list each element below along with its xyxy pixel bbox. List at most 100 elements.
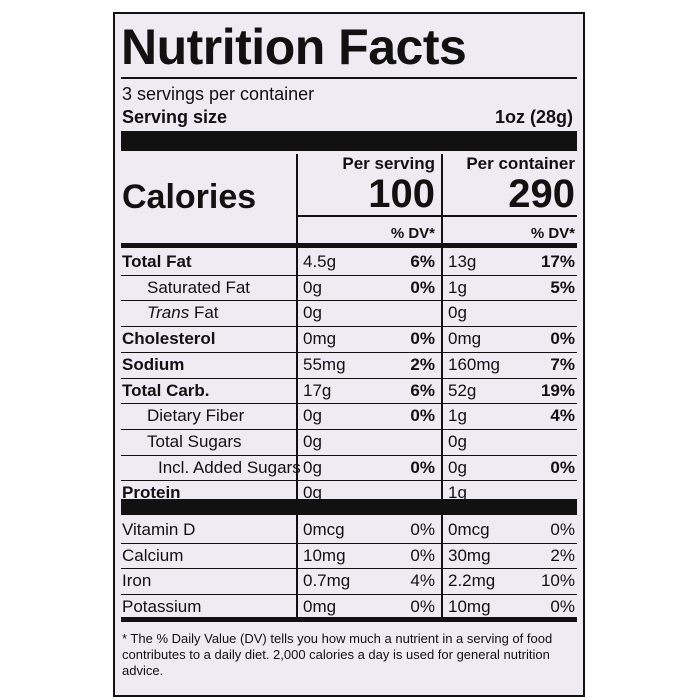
dv-header: % DV* xyxy=(530,225,575,242)
daily-value: 0% xyxy=(410,597,435,617)
daily-value: 0% xyxy=(410,277,435,297)
amount: 0mg xyxy=(448,329,482,349)
rule xyxy=(441,215,577,217)
servings: 3 servings per container xyxy=(122,84,315,104)
nutrient-name-text: Cholesterol xyxy=(122,329,216,349)
daily-value: 6% xyxy=(410,252,435,271)
rule xyxy=(121,377,577,379)
column-divider xyxy=(441,154,443,617)
nutrient-name: Sodium xyxy=(122,356,184,373)
nutrient-name-text: Iron xyxy=(122,571,152,591)
daily-value: 4% xyxy=(410,571,435,591)
amount: 1g xyxy=(448,406,467,426)
nutrient-name: Total Sugars xyxy=(147,433,242,450)
nutrient-name: Saturated Fat xyxy=(147,279,250,296)
nutrient-name-text: Potassium xyxy=(122,597,202,617)
nutrient-name-text: Total Fat xyxy=(122,252,192,271)
amount: 0mg xyxy=(303,329,337,349)
daily-value: 0% xyxy=(410,545,435,565)
nutrient-name: Total Carb. xyxy=(122,382,210,399)
daily-value: 0% xyxy=(410,406,435,426)
amount: 0g xyxy=(448,431,467,451)
nutrient-name: Dietary Fiber xyxy=(147,407,244,424)
daily-value: 0% xyxy=(550,597,575,617)
calories-label: Calories xyxy=(122,178,257,216)
amount: 2.2mg xyxy=(448,571,496,591)
nutrient-name-text: Total Carb. xyxy=(122,380,210,400)
amount: 0g xyxy=(303,406,322,426)
rule xyxy=(121,480,577,482)
amount: 0g xyxy=(303,483,322,503)
column-header: Per serving xyxy=(342,154,435,173)
daily-value: 19% xyxy=(540,380,575,400)
amount: 0g xyxy=(303,277,322,297)
rule xyxy=(121,454,577,456)
daily-value: 2% xyxy=(550,545,575,565)
serving-size-label: Serving size xyxy=(122,107,228,127)
calories-value: 100 xyxy=(368,172,435,216)
calories-value: 290 xyxy=(508,172,575,216)
amount: 0mcg xyxy=(303,520,345,539)
rule xyxy=(121,428,577,430)
nutrient-name: Vitamin D xyxy=(122,521,195,538)
nutrient-name-text: Calcium xyxy=(122,545,184,565)
daily-value: 0% xyxy=(550,329,575,349)
nutrient-name: Incl. Added Sugars xyxy=(158,459,301,476)
daily-value: 6% xyxy=(410,380,435,400)
rule xyxy=(121,594,577,596)
amount: 13g xyxy=(448,252,477,271)
title: Nutrition Facts xyxy=(121,19,467,75)
rule xyxy=(121,274,577,276)
daily-value: 0% xyxy=(410,329,435,349)
thick-rule xyxy=(121,131,577,151)
thick-rule xyxy=(121,617,577,622)
nutrient-name-text: Saturated Fat xyxy=(147,277,251,297)
rule xyxy=(121,403,577,405)
thick-rule xyxy=(121,243,577,248)
amount: 55mg xyxy=(303,354,346,374)
nutrient-name-text: Dietary Fiber xyxy=(147,406,245,426)
daily-value: 4% xyxy=(550,406,575,426)
amount: 0g xyxy=(303,431,322,451)
amount: 52g xyxy=(448,380,477,400)
amount: 4.5g xyxy=(303,252,337,271)
amount: 160mg xyxy=(448,354,500,374)
amount: 0g xyxy=(448,303,467,323)
rule xyxy=(121,300,577,302)
rule xyxy=(121,77,577,79)
amount: 1g xyxy=(448,277,467,297)
nutrient-name: Protein xyxy=(122,484,181,501)
footnote: * The % Daily Value (DV) tells you how m… xyxy=(122,631,553,678)
daily-value: 0% xyxy=(410,520,435,539)
amount: 10mg xyxy=(448,597,491,617)
nutrient-name: Iron xyxy=(122,572,151,589)
nutrient-name-text: Vitamin D xyxy=(122,520,196,539)
rule xyxy=(121,351,577,353)
serving-size-value: 1oz (28g) xyxy=(494,107,573,127)
daily-value: 0% xyxy=(410,457,435,477)
amount: 0mg xyxy=(303,597,337,617)
nutrient-name: Calcium xyxy=(122,547,183,564)
nutrient-name: Total Fat xyxy=(122,253,192,270)
daily-value: 5% xyxy=(550,277,575,297)
nutrient-name: Trans Fat xyxy=(147,304,219,321)
daily-value: 10% xyxy=(540,571,575,591)
rule xyxy=(121,542,577,544)
amount: 1g xyxy=(448,483,467,503)
nutrient-name-italic: Trans xyxy=(147,303,190,323)
amount: 30mg xyxy=(448,545,491,565)
daily-value: 0% xyxy=(550,520,575,539)
nutrient-name: Cholesterol xyxy=(122,330,216,347)
rule xyxy=(121,326,577,328)
nutrient-name-text: Incl. Added Sugars xyxy=(158,457,301,477)
daily-value: 7% xyxy=(550,354,575,374)
column-header: Per container xyxy=(466,154,575,173)
nutrient-name-text: Total Sugars xyxy=(147,431,242,451)
daily-value: 2% xyxy=(410,354,435,374)
rule xyxy=(296,215,441,217)
amount: 10mg xyxy=(303,545,346,565)
thick-rule xyxy=(121,499,577,515)
amount: 0.7mg xyxy=(303,571,351,591)
dv-header: % DV* xyxy=(390,225,435,242)
